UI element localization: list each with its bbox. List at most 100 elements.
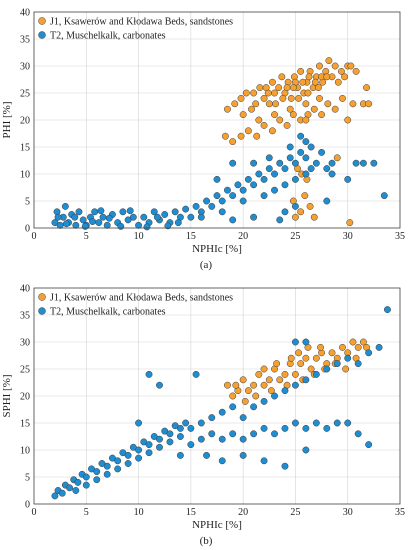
data-point [317, 343, 324, 351]
data-point [278, 73, 286, 81]
data-point [344, 116, 352, 124]
data-point [291, 159, 299, 167]
data-point [97, 207, 105, 215]
data-point [105, 214, 113, 222]
data-point [354, 360, 362, 368]
data-point [302, 424, 310, 432]
x-tick-label: 30 [343, 231, 353, 242]
data-point [305, 73, 313, 81]
data-point [352, 67, 360, 75]
y-tick-label: 30 [20, 62, 30, 73]
data-point [301, 192, 309, 200]
data-point [359, 338, 367, 346]
data-point [71, 213, 79, 221]
data-point [359, 159, 367, 167]
data-point [103, 462, 111, 470]
data-point [333, 360, 341, 368]
y-tick-label: 15 [20, 143, 30, 154]
data-point [349, 100, 357, 108]
data-point [291, 370, 299, 378]
data-point [272, 100, 280, 108]
data-point [281, 462, 289, 470]
y-tick-label: 40 [20, 284, 30, 295]
data-point [260, 365, 268, 373]
data-point [171, 208, 179, 216]
y-tick-label: 10 [20, 446, 30, 457]
data-point [302, 138, 310, 146]
y-axis-label: PHI [%] [1, 102, 13, 139]
data-point [221, 132, 229, 140]
data-point [203, 451, 210, 459]
data-point [239, 414, 247, 422]
data-point [268, 127, 276, 135]
data-point [250, 213, 258, 221]
data-point [352, 159, 360, 167]
data-point [252, 100, 260, 108]
data-point [279, 94, 287, 102]
x-tick-label: 25 [290, 507, 300, 518]
data-point [302, 354, 310, 362]
data-point [82, 473, 90, 481]
data-point [229, 192, 237, 200]
data-point [252, 392, 260, 400]
legend: J1, Ksawerów and Kłodawa Beds, sandstone… [38, 293, 233, 318]
data-point [260, 457, 268, 465]
data-point [239, 451, 247, 459]
series-t2-carbonates [51, 132, 388, 231]
data-point [365, 349, 373, 357]
data-point [255, 370, 263, 378]
data-point [213, 175, 221, 183]
data-point [273, 360, 281, 368]
x-tick-label: 15 [186, 507, 196, 518]
data-point [334, 78, 342, 86]
data-point [150, 208, 158, 216]
legend-entry-label: J1, Ksawerów and Kłodawa Beds, sandstone… [50, 17, 233, 28]
legend-entry-label: T2, Muschelkalk, carbonates [50, 31, 166, 42]
series-t2-carbonates [51, 306, 391, 500]
data-point [218, 457, 226, 465]
data-point [176, 451, 184, 459]
data-point [66, 484, 74, 492]
data-point [54, 213, 62, 221]
data-point [260, 397, 268, 405]
data-point [129, 213, 137, 221]
x-tick-label: 5 [84, 231, 89, 242]
data-point [239, 197, 247, 205]
panel-label: (a) [200, 259, 213, 271]
data-point [328, 170, 336, 178]
data-point [229, 216, 237, 224]
data-point [239, 186, 247, 194]
x-tick-label: 0 [32, 507, 37, 518]
data-point [229, 403, 237, 411]
y-tick-label: 5 [25, 473, 30, 484]
data-point [140, 213, 148, 221]
data-point [229, 430, 237, 438]
data-point [145, 370, 153, 378]
data-point [99, 213, 107, 221]
data-point [237, 94, 245, 102]
data-point [337, 67, 345, 75]
data-point [363, 84, 370, 92]
data-point [342, 365, 350, 373]
legend-entry-label: J1, Ksawerów and Kłodawa Beds, sandstone… [50, 293, 233, 304]
x-tick-label: 35 [395, 507, 405, 518]
y-axis-label: SPHI [%] [1, 374, 13, 417]
data-point [344, 354, 352, 362]
data-point [291, 338, 299, 346]
data-point [153, 213, 161, 221]
data-point [156, 381, 163, 389]
data-point [218, 208, 226, 216]
data-point [103, 221, 111, 229]
data-point [241, 397, 249, 405]
data-point [302, 376, 310, 384]
data-point [331, 105, 339, 113]
data-point [339, 343, 346, 351]
data-point [135, 419, 143, 427]
legend-marker [38, 31, 46, 39]
data-point [275, 84, 283, 92]
y-tick-label: 35 [20, 311, 30, 322]
data-point [250, 430, 258, 438]
data-point [307, 165, 315, 173]
data-point [302, 116, 310, 124]
data-point [268, 78, 276, 86]
